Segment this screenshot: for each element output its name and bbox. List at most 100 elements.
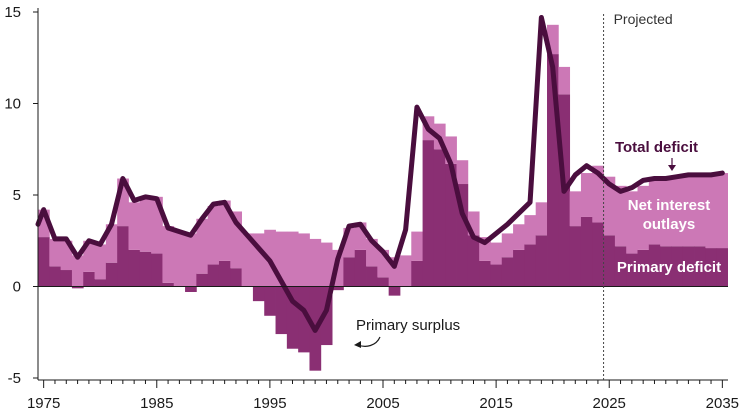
y-tick-label-15: 15 [4,4,21,21]
primary-deficit-bar-2013 [467,235,480,287]
primary-deficit-bar-2030 [660,246,672,287]
primary-deficit-bar-1996 [275,286,288,335]
net-interest-bar-1985 [151,196,163,254]
primary-deficit-bar-2005 [377,277,390,287]
net-interest-bar-2024 [592,165,604,223]
net-interest-bar-1983 [128,202,141,250]
x-tick-label-2015: 2015 [479,395,512,412]
primary-deficit-bar-2024 [592,222,604,287]
net-interest-bar-2025 [603,176,616,236]
primary-surplus-arrow [357,336,381,347]
net-interest-bar-1986 [162,226,175,283]
primary-deficit-bar-1995 [264,286,276,316]
net-interest-bar-2030 [660,178,672,247]
net-interest-bar-2002 [343,227,356,258]
total-deficit-line-layer [35,14,725,333]
net-interest-bar-1990 [207,205,220,265]
primary-deficit-bar-1997 [286,286,299,349]
primary-surplus-label: Primary surplus [356,317,460,334]
net-interest-bar-1991 [218,200,231,261]
primary-deficit-bar-2026 [614,246,627,287]
x-tick-label-2025: 2025 [593,395,626,412]
net-interest-bar-1977 [60,240,73,271]
primary-deficit-bar-2003 [354,249,367,287]
net-interest-bar-2005 [377,249,390,278]
primary-deficit-bar-2001 [332,286,344,291]
primary-deficit-bar-2025 [603,235,616,287]
primary-deficit-bar-2012 [456,184,469,287]
primary-deficit-bar-2032 [682,246,695,287]
primary-surplus-arrowhead [354,341,361,348]
net-interest-bar-2015 [490,242,503,265]
net-interest-bar-1994 [252,233,265,287]
primary-deficit-bar-1989 [196,273,209,287]
net-interest-bar-1984 [139,198,152,252]
net-interest-bar-1987 [173,231,186,287]
net-interest-bar-1999 [309,238,322,287]
y-tick-label-0: 0 [13,279,21,296]
net-interest-bar-2006 [388,257,401,287]
net-interest-bar-1980 [94,244,107,280]
primary-deficit-bar-2010 [433,149,446,287]
net-interest-bar-2014 [479,237,491,261]
primary-deficit-bar-2028 [637,249,650,287]
net-interest-bar-2012 [456,160,469,185]
primary-deficit-bar-2022 [569,226,582,287]
net-interest-bar-1992 [230,211,243,269]
primary-deficit-bar-1978 [71,286,84,289]
y-tick-label-5: 5 [13,187,21,204]
net-interest-bar-2032 [682,174,695,247]
primary-deficit-bar-1981 [105,262,118,287]
net-interest-bar-2021 [558,66,571,95]
net-interest-bar-2011 [445,136,457,164]
net-interest-bar-1988 [185,233,197,287]
annotations-layer: Projected Total deficit Net interest outlay… [354,11,721,380]
primary-deficit-bar-1990 [207,264,220,287]
primary-deficit-bar-1983 [128,249,141,287]
primary-deficit-bar-1991 [218,260,231,287]
net-interest-bar-2000 [320,242,333,287]
primary-deficit-bar-2011 [445,163,457,287]
net-interest-bar-2013 [467,211,480,236]
net-interest-bar-2019 [535,202,548,236]
net-interest-bar-1997 [286,231,299,287]
net-interest-bar-1978 [71,255,84,287]
primary-deficit-bar-2015 [490,264,503,287]
primary-deficit-bar-2018 [524,244,537,287]
net-interest-label-line: outlays [643,216,696,233]
primary-deficit-bar-2023 [580,216,593,287]
net-interest-bar-1981 [105,224,118,263]
primary-deficit-label: Primary deficit [617,259,721,276]
net-interest-bar-2033 [694,173,706,247]
net-interest-label-line: Net interest [628,197,711,214]
net-interest-bar-2023 [580,173,593,217]
primary-deficit-bar-2035 [716,248,728,287]
total-deficit-arrowhead [668,165,676,171]
net-interest-bar-2031 [671,176,684,247]
primary-deficit-bar-1975 [38,237,50,287]
primary-deficit-bar-1986 [162,282,175,287]
primary-deficit-bar-2002 [343,257,356,287]
axes-layer: -5 0 5 10 15 1975 1985 1995 2005 2015 2025 2035 [4,4,739,412]
total-deficit-line [35,14,725,333]
net-interest-bar-1982 [117,178,129,227]
net-interest-bar-2008 [411,231,423,261]
primary-deficit-bar-2008 [411,260,423,287]
primary-deficit-bar-1976 [49,266,62,287]
primary-deficit-bar-1977 [60,270,73,287]
primary-deficit-bar-1984 [139,251,152,287]
x-tick-label-2005: 2005 [366,395,399,412]
net-interest-bar-2027 [626,191,638,254]
primary-deficit-bar-1992 [230,268,243,287]
net-interest-bar-1998 [298,233,310,287]
total-deficit-label: Total deficit [615,139,698,156]
net-interest-bar-2028 [637,185,650,250]
primary-deficit-bar-2000 [320,286,333,346]
x-tick-label-1975: 1975 [27,395,60,412]
net-interest-bar-1979 [83,240,95,272]
primary-deficit-bar-2027 [626,253,638,287]
x-tick-label-2035: 2035 [706,395,739,412]
net-interest-label: Net interest outlays [628,197,711,233]
